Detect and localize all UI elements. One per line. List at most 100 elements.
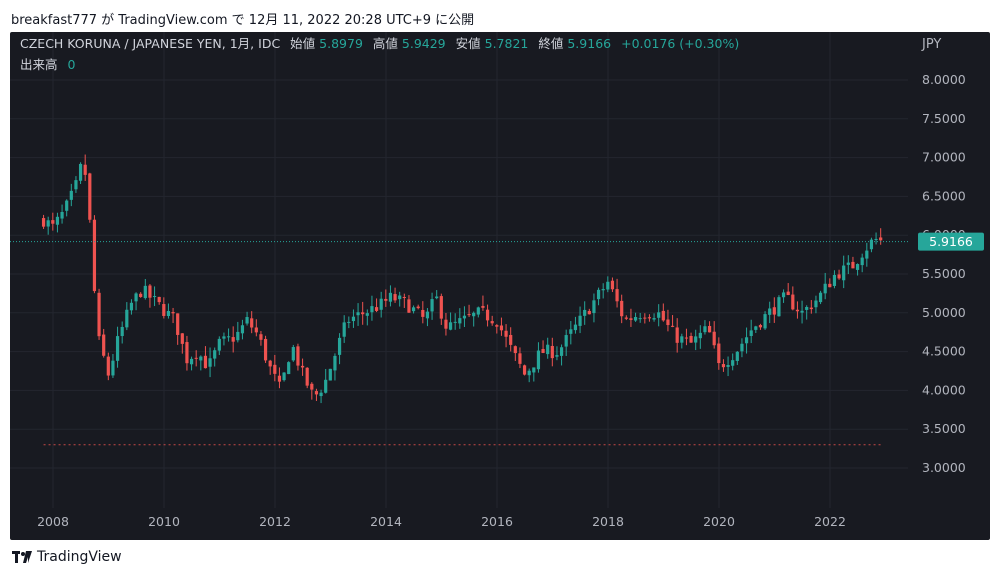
brand-name: TradingView xyxy=(37,549,122,565)
candle xyxy=(74,176,78,193)
candle xyxy=(180,333,184,354)
candle xyxy=(139,292,143,298)
candle xyxy=(88,172,92,223)
candle xyxy=(624,315,628,321)
price-axis[interactable]: 8.00007.50007.00006.50006.00005.50005.00… xyxy=(922,72,966,475)
candle xyxy=(569,321,573,345)
candle xyxy=(763,311,767,330)
candle xyxy=(573,316,578,334)
candle xyxy=(754,325,758,334)
legend-high-label: 高値 xyxy=(373,36,398,51)
candle xyxy=(518,347,522,369)
candle xyxy=(259,330,263,346)
candle xyxy=(199,355,203,371)
grid-lines xyxy=(10,32,908,508)
candle xyxy=(596,287,601,306)
y-tick-label: 5.0000 xyxy=(922,305,966,320)
candle xyxy=(559,344,564,366)
candle xyxy=(388,285,393,307)
candle xyxy=(333,353,337,381)
x-tick-label: 2022 xyxy=(814,514,846,529)
candle xyxy=(578,306,582,334)
time-axis[interactable]: 2008 2010 2012 2014 2016 2018 2020 2022 xyxy=(37,514,846,529)
candle xyxy=(342,315,346,343)
candle xyxy=(393,287,397,303)
candle xyxy=(805,305,809,320)
candle xyxy=(166,303,171,319)
price-chart[interactable]: 8.00007.50007.00006.50006.00005.50005.00… xyxy=(10,32,990,540)
candle xyxy=(828,278,832,288)
last-price-marker: 5.9166 xyxy=(918,232,984,251)
chart-panel[interactable]: 8.00007.50007.00006.50006.00005.50005.00… xyxy=(10,32,990,540)
legend-line: CZECH KORUNA / JAPANESE YEN, 1月, IDC 始値 … xyxy=(20,36,739,51)
candle xyxy=(300,358,305,376)
candle xyxy=(869,237,874,253)
candle xyxy=(65,199,69,217)
candle xyxy=(647,314,652,322)
candle xyxy=(361,301,365,325)
candle xyxy=(185,335,189,371)
candle xyxy=(370,295,374,321)
volume-line: 出来高 0 xyxy=(20,57,76,72)
candle xyxy=(83,154,87,181)
candle xyxy=(240,319,245,340)
candle xyxy=(522,364,527,376)
candle xyxy=(148,284,152,308)
x-tick-label: 2014 xyxy=(370,514,402,529)
candle xyxy=(92,215,97,294)
legend-close-value: 5.9166 xyxy=(567,36,611,51)
y-tick-label: 6.5000 xyxy=(922,188,966,203)
candle xyxy=(490,315,494,326)
candle xyxy=(217,336,221,356)
candle xyxy=(472,311,476,327)
candle xyxy=(874,232,878,245)
candle xyxy=(777,295,781,317)
candle xyxy=(818,290,823,305)
candle xyxy=(712,321,716,349)
candle xyxy=(314,388,319,401)
candle xyxy=(134,292,138,311)
candle xyxy=(675,318,679,353)
candle xyxy=(527,368,531,383)
candle xyxy=(643,313,647,324)
candle xyxy=(638,312,642,323)
candle xyxy=(532,367,536,382)
last-price-value: 5.9166 xyxy=(929,234,973,249)
candle xyxy=(601,283,605,299)
y-tick-label: 5.5000 xyxy=(922,266,966,281)
legend-symbol: CZECH KORUNA / JAPANESE YEN, 1月, IDC xyxy=(20,36,280,51)
candle xyxy=(69,183,73,207)
candle xyxy=(254,319,258,337)
y-tick-label: 7.5000 xyxy=(922,111,966,126)
candle xyxy=(439,293,443,325)
candle xyxy=(157,296,161,305)
candle xyxy=(550,337,554,367)
candle xyxy=(171,307,175,324)
candle xyxy=(102,328,106,358)
candle xyxy=(509,327,513,352)
candle xyxy=(851,256,855,269)
candle xyxy=(735,351,739,365)
candle xyxy=(832,270,837,289)
candle xyxy=(837,269,841,280)
candle xyxy=(125,302,129,331)
candle xyxy=(791,286,795,311)
candle xyxy=(351,309,356,328)
candle xyxy=(703,320,707,335)
candle xyxy=(462,306,467,327)
x-tick-label: 2012 xyxy=(259,514,291,529)
candle xyxy=(416,304,420,310)
candle xyxy=(291,344,295,362)
currency-label: JPY xyxy=(921,37,941,52)
legend-high-value: 5.9429 xyxy=(402,36,446,51)
candle xyxy=(781,289,786,303)
y-tick-label: 3.0000 xyxy=(922,460,966,475)
candle xyxy=(120,321,124,344)
candle xyxy=(226,328,231,342)
candle xyxy=(657,304,661,327)
candle xyxy=(162,297,166,319)
candle xyxy=(273,354,277,382)
candle xyxy=(809,300,813,314)
candle xyxy=(823,272,827,300)
candle xyxy=(879,228,883,245)
